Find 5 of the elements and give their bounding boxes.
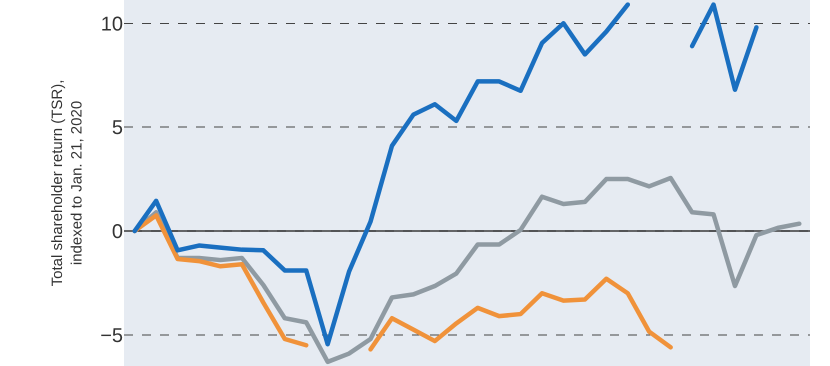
y-tick-label: 0 — [112, 220, 123, 243]
y-axis-title: Total shareholder return (TSR), indexed to Jan. 21, 2020 — [48, 80, 86, 286]
y-tick-label: −5 — [100, 324, 123, 347]
y-tick-label: 5 — [112, 117, 123, 140]
y-tick-label: 10 — [100, 13, 123, 36]
